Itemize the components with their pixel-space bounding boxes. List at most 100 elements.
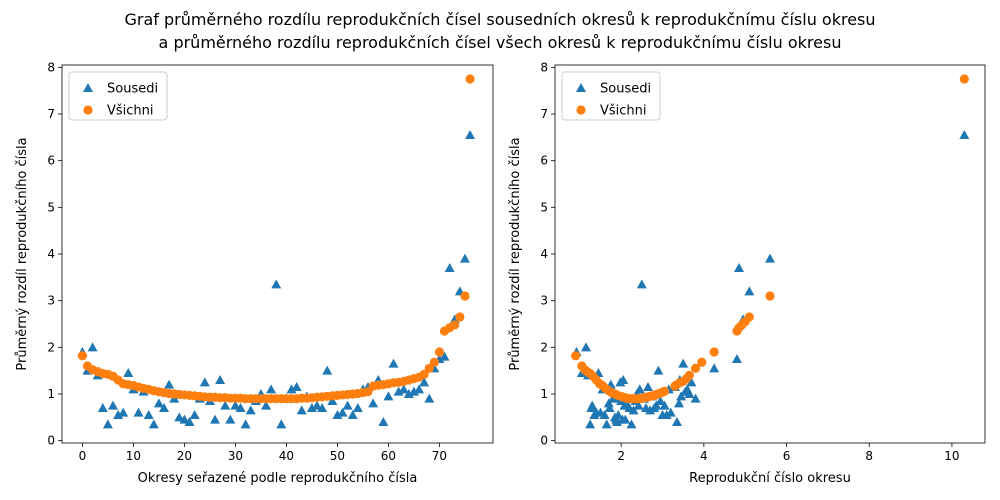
left-x-tick-label: 40 [279,449,294,463]
figure-title-line2: a průměrného rozdílu reprodukčních čísel… [159,33,842,52]
vsichni-point [460,291,470,301]
right-series-sousedi [571,130,970,429]
right-series-vsichni [571,74,969,404]
sousedi-point [690,393,701,403]
sousedi-point [322,365,333,375]
sousedi-point [189,410,200,419]
sousedi-point [230,400,241,410]
sousedi-point [337,407,348,417]
left-y-tick-label: 1 [47,387,55,401]
right-x-axis-label: Reprodukční číslo okresu [689,471,851,486]
sousedi-point [603,398,614,408]
sousedi-point [599,410,610,419]
sousedi-point [661,410,672,419]
left-x-axis-label: Okresy seřazené podle reprodukčního čísl… [138,471,418,486]
vsichni-point [571,351,581,361]
vsichni-point [959,74,969,84]
sousedi-point [133,407,144,417]
sousedi-point [102,419,113,429]
vsichni-point [684,370,694,380]
left-series-sousedi [77,130,476,429]
sousedi-point [634,384,645,394]
sousedi-point [665,407,676,417]
sousedi-point [585,419,596,429]
right-y-tick-label: 5 [540,200,548,214]
legend-sousedi-marker [83,83,93,92]
sousedi-point [744,286,755,296]
right-y-tick-label: 4 [540,247,548,261]
right-chart: 2 4 6 8 10 0 1 2 3 4 5 6 7 8 Reprodukční číslo okresu P… [508,60,986,486]
sousedi-point [276,419,287,429]
legend-vsichni-marker [576,105,586,115]
right-y-tick-label: 7 [540,107,548,121]
sousedi-point [645,405,656,415]
sousedi-point [613,410,624,419]
sousedi-point [587,400,598,410]
left-y-tick-label: 5 [47,200,55,214]
vsichni-point [77,351,88,361]
left-x-tick-label: 30 [228,449,243,463]
sousedi-point [636,279,647,289]
sousedi-point [653,365,664,375]
vsichni-point [465,74,475,84]
vsichni-point [709,347,719,357]
sousedi-point [174,412,185,422]
right-y-tick-label: 6 [540,154,548,168]
legend-vsichni-label: Všichni [600,104,647,119]
left-series-vsichni [77,74,475,404]
right-y-tick-label: 2 [540,340,548,354]
sousedi-point [733,263,744,272]
sousedi-point [709,363,720,373]
sousedi-point [347,410,358,419]
sousedi-point [261,400,272,410]
right-x-tick-label: 2 [617,449,625,463]
legend-vsichni-marker [83,105,93,115]
sousedi-point [148,419,159,429]
sousedi-point [465,130,476,139]
left-x-tick-label: 50 [330,449,345,463]
left-y-tick-label: 3 [47,294,55,308]
left-y-tick-label: 2 [47,340,55,354]
vsichni-point [450,320,460,330]
vsichni-point [690,363,701,373]
sousedi-point [113,410,124,419]
sousedi-point [179,414,190,424]
sousedi-point [424,393,435,403]
sousedi-point [408,386,419,396]
sousedi-point [215,375,226,384]
sousedi-point [414,384,425,394]
sousedi-point [118,407,129,417]
vsichni-point [697,357,707,367]
vsichni-point [744,312,754,322]
sousedi-point [383,391,394,401]
sousedi-point [291,382,302,391]
sousedi-point [159,403,170,412]
sousedi-point [153,398,164,408]
right-legend: Sousedi Všichni [561,71,661,121]
sousedi-point [651,400,662,410]
sousedi-point [403,389,414,398]
right-y-tick-label: 1 [540,387,548,401]
sousedi-point [235,403,246,412]
sousedi-point [618,375,629,384]
left-y-tick-label: 6 [47,154,55,168]
sousedi-point [368,398,379,408]
sousedi-point [612,417,623,426]
sousedi-point [398,384,409,394]
sousedi-point [765,253,775,263]
sousedi-point [220,400,231,410]
sousedi-point [444,263,455,272]
sousedi-point [312,400,323,410]
sousedi-point [620,414,631,424]
right-legend-box [561,71,661,121]
right-y-tick-label: 0 [540,434,548,448]
sousedi-point [271,279,282,289]
right-x-tick-label: 8 [865,449,873,463]
sousedi-point [601,419,612,429]
sousedi-point [240,419,251,429]
sousedi-point [671,417,682,426]
sousedi-point [459,253,470,263]
sousedi-point [959,130,970,139]
sousedi-point [684,389,695,398]
sousedi-point [164,379,175,389]
